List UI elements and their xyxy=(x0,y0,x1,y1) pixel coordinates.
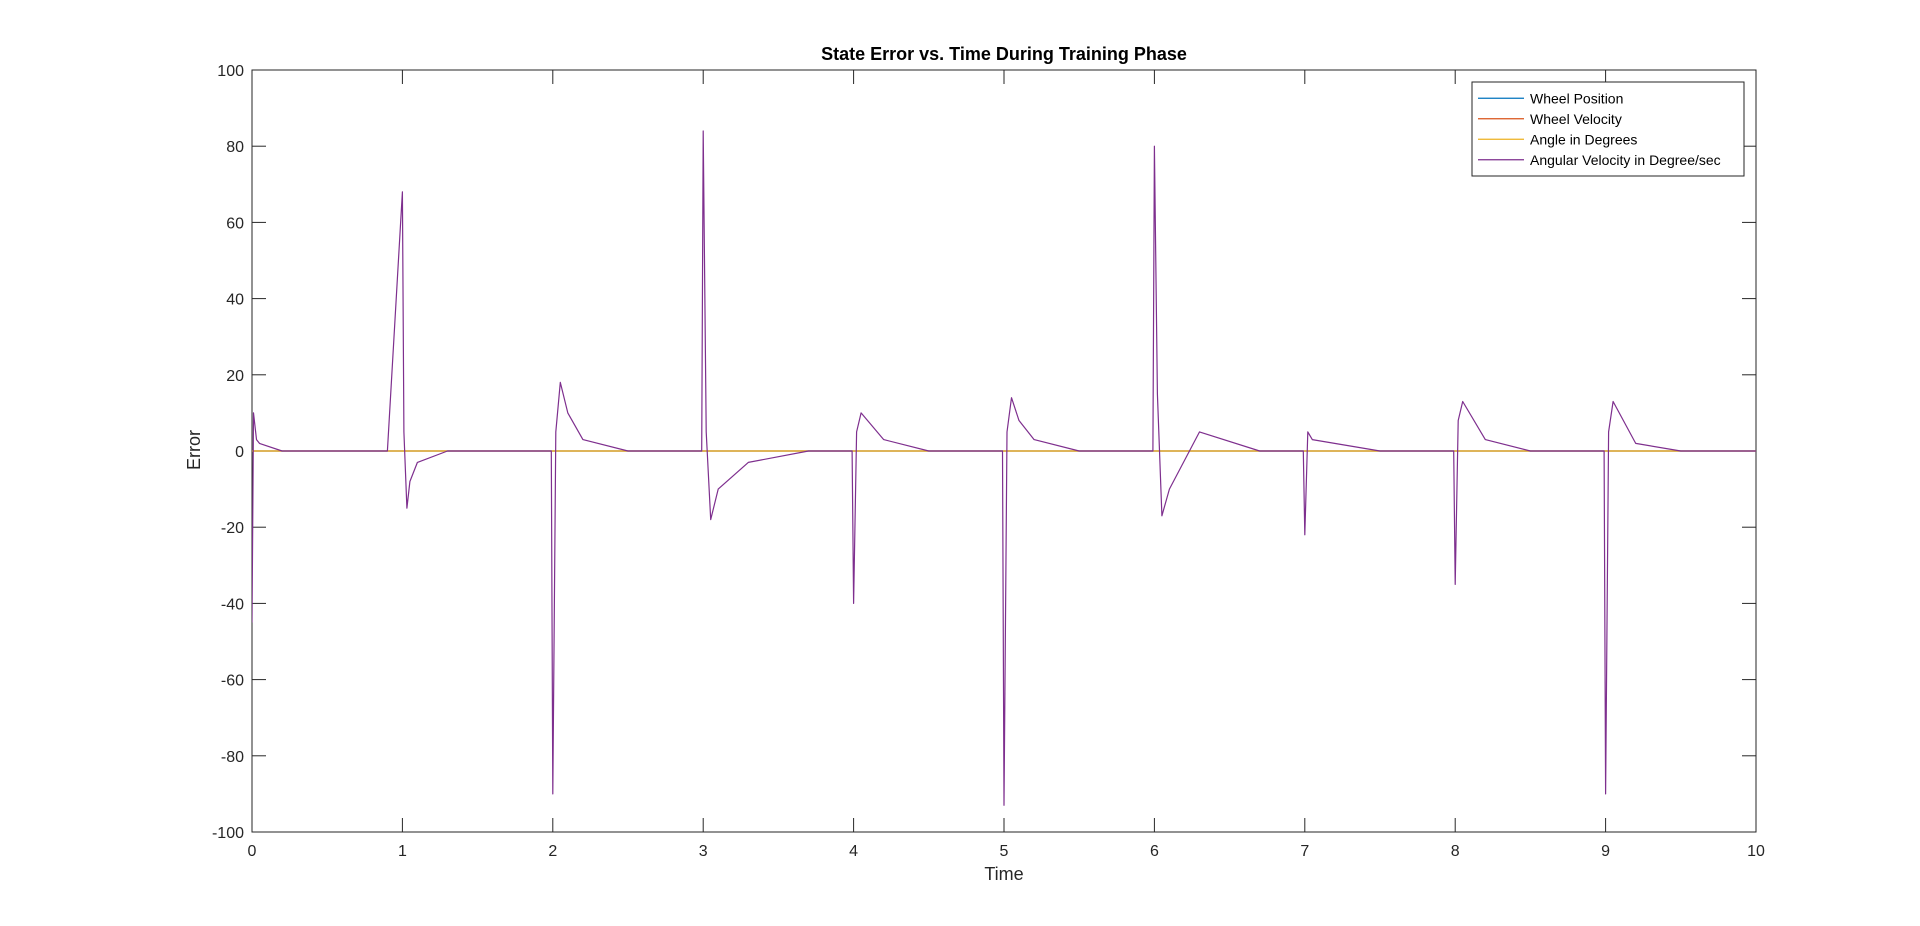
x-axis-label: Time xyxy=(984,864,1023,884)
x-tick-label: 9 xyxy=(1601,843,1610,860)
x-tick-label: 6 xyxy=(1150,843,1159,860)
y-axis-label: Error xyxy=(184,430,204,470)
y-tick-label: -40 xyxy=(221,596,244,613)
legend-label-wheel-velocity: Wheel Velocity xyxy=(1530,111,1622,127)
x-tick-label: 4 xyxy=(849,843,858,860)
x-tick-label: 5 xyxy=(1000,843,1009,860)
y-tick-label: 40 xyxy=(226,292,244,309)
y-tick-label: -60 xyxy=(221,673,244,690)
y-tick-label: 20 xyxy=(226,368,244,385)
y-tick-label: -100 xyxy=(212,825,244,842)
series-line-angular-velocity-in-degree-sec xyxy=(252,130,1756,806)
x-tick-label: 2 xyxy=(548,843,557,860)
x-tick-label: 10 xyxy=(1747,843,1765,860)
legend-label-wheel-position: Wheel Position xyxy=(1530,90,1623,106)
x-tick-label: 3 xyxy=(699,843,708,860)
y-tick-label: -80 xyxy=(221,749,244,766)
y-tick-label: 100 xyxy=(217,63,244,80)
y-tick-label: 80 xyxy=(226,139,244,156)
x-tick-label: 1 xyxy=(398,843,407,860)
x-tick-label: 0 xyxy=(248,843,257,860)
chart-title: State Error vs. Time During Training Pha… xyxy=(821,44,1187,64)
y-tick-label: 0 xyxy=(235,444,244,461)
legend-label-angular-velocity-in-degree-sec: Angular Velocity in Degree/sec xyxy=(1530,152,1721,168)
x-tick-label: 7 xyxy=(1300,843,1309,860)
series-lines xyxy=(252,130,1756,806)
axes: 0 1 2 3 4 5 6 7 8 9 10 -100 -80 -60 -40 -20 0 20 40 60 80 100 xyxy=(212,63,1765,860)
x-tick-label: 8 xyxy=(1451,843,1460,860)
legend: Wheel Position Wheel Velocity Angle in Deg… xyxy=(1471,81,1745,177)
legend-label-angle-in-degrees: Angle in Degrees xyxy=(1530,131,1637,147)
y-tick-label: 60 xyxy=(226,215,244,232)
y-tick-label: -20 xyxy=(221,520,244,537)
